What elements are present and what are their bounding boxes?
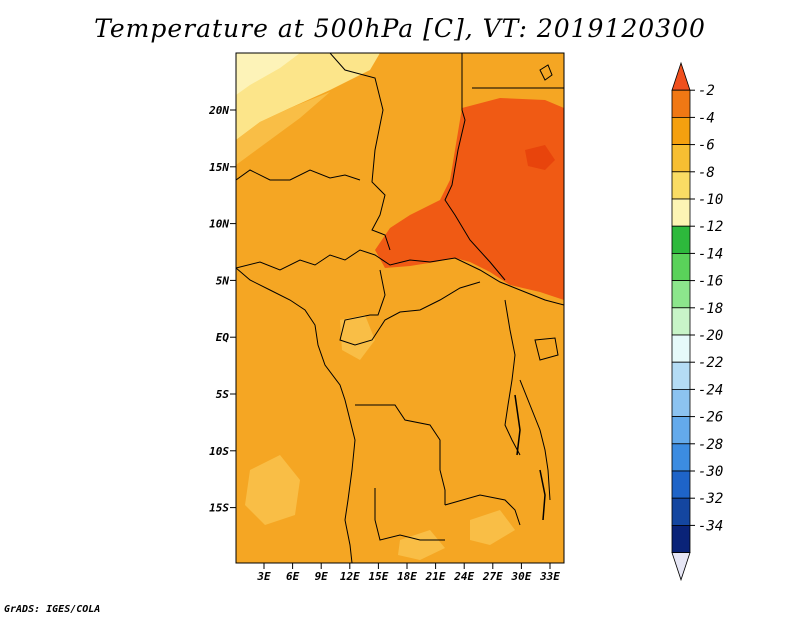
- lon-label: 15E: [368, 570, 388, 583]
- colorbar-swatch: [671, 89, 691, 118]
- lake-tanganyika: [514, 394, 521, 456]
- border-sahel: [236, 169, 361, 181]
- colorbar-label: -4: [698, 110, 715, 126]
- colorbar-swatch: [671, 280, 691, 309]
- colorbar-swatch: [671, 225, 691, 254]
- colorbar-label: -2: [698, 83, 715, 99]
- lat-label: 20N: [208, 104, 229, 117]
- colorbar-swatch: [671, 252, 691, 281]
- border-niger-chad: [329, 53, 391, 251]
- lon-label: 18E: [397, 570, 417, 583]
- lat-label: 5S: [216, 388, 230, 401]
- temperature-field: [236, 53, 564, 563]
- chart-title: Temperature at 500hPa [C], VT: 201912030…: [94, 14, 706, 43]
- colorbar-bottom-arrow: [671, 552, 691, 582]
- colorbar-swatch: [671, 171, 691, 200]
- coastline-west: [236, 267, 356, 563]
- lon-label: 24E: [453, 570, 474, 583]
- light-patch-southeast: [470, 510, 515, 545]
- colorbar-top-arrow: [671, 61, 691, 91]
- colorbar-label: -28: [698, 437, 723, 453]
- longitude-axis: 3E 6E 9E 12E 15E 18E 21E 24E 27E 30E 33E: [256, 563, 560, 583]
- border-central: [236, 249, 564, 306]
- colorbar-swatch: [671, 470, 691, 499]
- warm-core-region: [375, 98, 564, 300]
- colorbar-swatch: [671, 388, 691, 417]
- colorbar-swatch: [671, 361, 691, 390]
- colorbar-label: -18: [698, 301, 723, 317]
- lat-label: 10S: [209, 445, 229, 458]
- lat-label: 5N: [216, 274, 230, 287]
- lake-victoria: [534, 337, 559, 361]
- lat-label: 10N: [209, 218, 229, 231]
- colorbar-label: -26: [698, 410, 723, 426]
- lon-label: 21E: [425, 570, 446, 583]
- colorbar-swatch: [671, 198, 691, 227]
- colorbar: -2 -4 -6 -8 -10 -12 -14 -16 -18 -20 -22 -24 -26 -28 -3…: [671, 61, 723, 582]
- colorbar-label: -22: [698, 355, 723, 371]
- colorbar-swatch: [671, 307, 691, 336]
- lon-label: 30E: [510, 570, 531, 583]
- colorbar-swatch: [671, 144, 691, 173]
- latitude-axis: 20N 15N 10N 5N EQ 5S 10S 15S: [208, 104, 236, 515]
- colorbar-swatch: [671, 525, 691, 554]
- lat-label: EQ: [216, 331, 230, 344]
- colorbar-swatch: [671, 497, 691, 526]
- colorbar-label: -10: [698, 192, 723, 208]
- border-congo-car: [339, 269, 481, 346]
- lon-label: 9E: [315, 570, 329, 583]
- lon-label: 3E: [256, 570, 271, 583]
- colorbar-label: -16: [698, 274, 723, 290]
- cool-nw-region: [236, 53, 380, 140]
- colorbar-label: -8: [698, 165, 715, 181]
- island-north: [539, 64, 553, 81]
- colorbar-label: -14: [698, 246, 723, 262]
- colorbar-swatch: [671, 443, 691, 472]
- lon-label: 33E: [539, 570, 560, 583]
- colorbar-label: -30: [698, 464, 723, 480]
- lat-label: 15S: [209, 502, 229, 515]
- colorbar-label: -6: [698, 138, 715, 154]
- colorbar-swatch: [671, 117, 691, 146]
- colorbar-label: -24: [698, 382, 723, 398]
- border-namibia: [374, 488, 445, 541]
- colorbar-label: -20: [698, 328, 723, 344]
- warmest-spot: [525, 145, 555, 170]
- colorbar-label: -12: [698, 219, 723, 235]
- country-borders: [236, 53, 564, 563]
- border-tanzania: [519, 379, 551, 501]
- lon-label: 12E: [340, 570, 360, 583]
- colorbar-label: -34: [698, 518, 723, 534]
- lon-label: 6E: [286, 570, 300, 583]
- lat-label: 15N: [209, 161, 229, 174]
- lake-malawi: [539, 469, 546, 521]
- transition-band: [236, 92, 330, 165]
- border-east-lakes: [504, 299, 521, 456]
- map-frame: [235, 52, 565, 564]
- border-zambia: [444, 494, 521, 526]
- colorbar-label: -32: [698, 491, 723, 507]
- colorbar-swatch: [671, 334, 691, 363]
- lon-label: 27E: [482, 570, 503, 583]
- border-angola-drc: [355, 404, 446, 505]
- colorbar-swatch: [671, 416, 691, 445]
- credit-text: GrADS: IGES/COLA: [4, 604, 101, 615]
- light-patch-gabon: [340, 315, 375, 360]
- coolest-nw-region: [236, 53, 300, 95]
- light-patch-southwest: [245, 455, 300, 525]
- border-chad-sudan: [444, 53, 506, 281]
